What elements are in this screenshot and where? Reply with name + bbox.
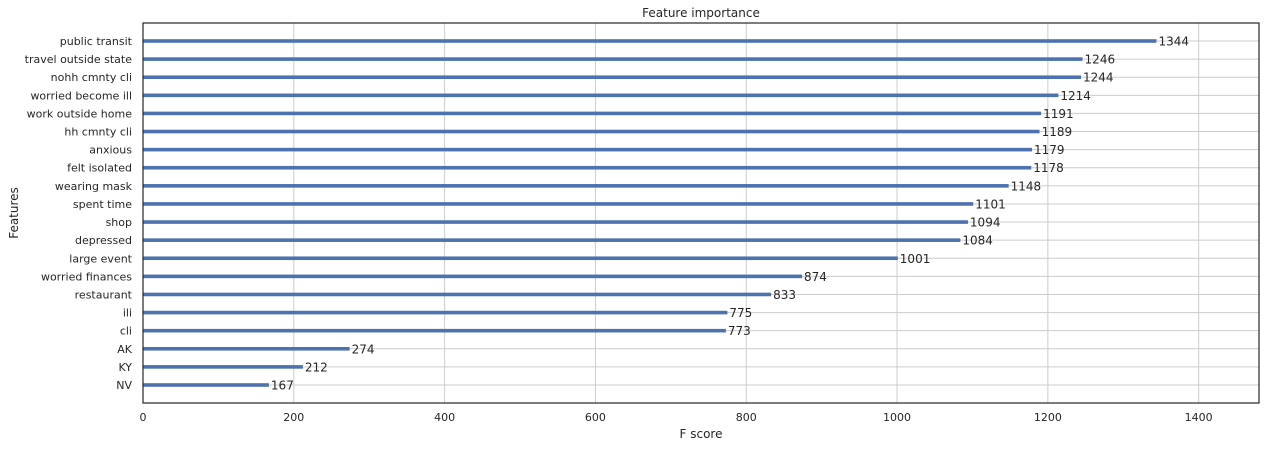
bar [143,310,728,315]
data-label: 1214 [1060,89,1091,103]
y-tick-label: anxious [89,144,132,157]
x-tick-label: 1000 [883,411,911,424]
bar [143,238,961,242]
y-tick-label: worried finances [41,270,132,283]
y-tick-label: depressed [75,234,132,247]
data-label: 1001 [900,252,931,266]
bar [143,165,1032,170]
y-tick-label: NV [116,379,132,392]
plot-frame [142,22,1260,404]
data-label: 212 [305,360,328,374]
bar [143,328,726,333]
y-tick-label: restaurant [75,288,133,301]
bar [143,39,1157,43]
chart-title: Feature importance [642,6,760,20]
bar [143,184,1009,188]
y-tick-label: hh cmnty cli [64,126,132,139]
bar [143,292,772,297]
y-tick-label: ili [123,307,132,320]
bar [143,365,303,369]
y-tick-label: spent time [73,198,132,211]
y-tick-label: wearing mask [55,180,133,193]
data-label: 833 [773,288,796,302]
data-label: 1344 [1158,35,1189,49]
data-label: 1179 [1034,143,1065,157]
bar [143,129,1040,134]
x-tick-label: 800 [736,411,757,424]
data-label: 1148 [1011,179,1042,193]
data-label: 1189 [1042,125,1073,139]
y-tick-label: nohh cmnty cli [51,71,132,84]
data-label: 1101 [975,197,1006,211]
data-label: 874 [804,270,827,284]
x-tick-label: 200 [283,411,304,424]
x-tick-label: 400 [434,411,455,424]
data-label: 167 [271,379,294,393]
data-label: 1191 [1043,107,1074,121]
bar [143,202,974,206]
y-tick-label: cli [120,325,132,338]
bar [143,346,350,351]
bar [143,75,1082,80]
bar [143,93,1059,98]
y-tick-label: felt isolated [67,162,132,175]
x-tick-label: 1400 [1185,411,1213,424]
data-label: 1094 [970,216,1001,230]
y-tick-label: public transit [60,35,133,48]
y-axis-label: Features [7,187,21,239]
bar [143,57,1083,61]
y-tick-label: shop [106,216,132,229]
bar [143,220,968,224]
data-label: 773 [728,324,751,338]
data-label: 775 [729,306,752,320]
label-layer: 0 200 400 600 800 1000 1200 1400 public transit 1… [25,35,1213,425]
y-tick-label: work outside home [27,107,133,120]
data-label: 1178 [1033,161,1064,175]
bar [143,383,269,387]
data-label: 1084 [962,234,993,248]
y-tick-label: large event [69,252,132,265]
bar-layer [143,39,1157,387]
data-label: 1246 [1085,53,1116,67]
y-tick-label: travel outside state [25,53,133,66]
bar [143,256,898,261]
y-tick-label: KY [118,361,132,374]
data-label: 1244 [1083,71,1114,85]
x-tick-label: 600 [585,411,606,424]
y-tick-label: AK [117,343,133,356]
x-tick-label: 0 [140,411,147,424]
bar [143,147,1033,152]
y-tick-label: worried become ill [30,89,132,102]
bar [143,274,803,279]
x-tick-label: 1200 [1034,411,1062,424]
data-label: 274 [352,342,375,356]
bar [143,111,1042,116]
x-axis-label: F score [680,427,723,441]
